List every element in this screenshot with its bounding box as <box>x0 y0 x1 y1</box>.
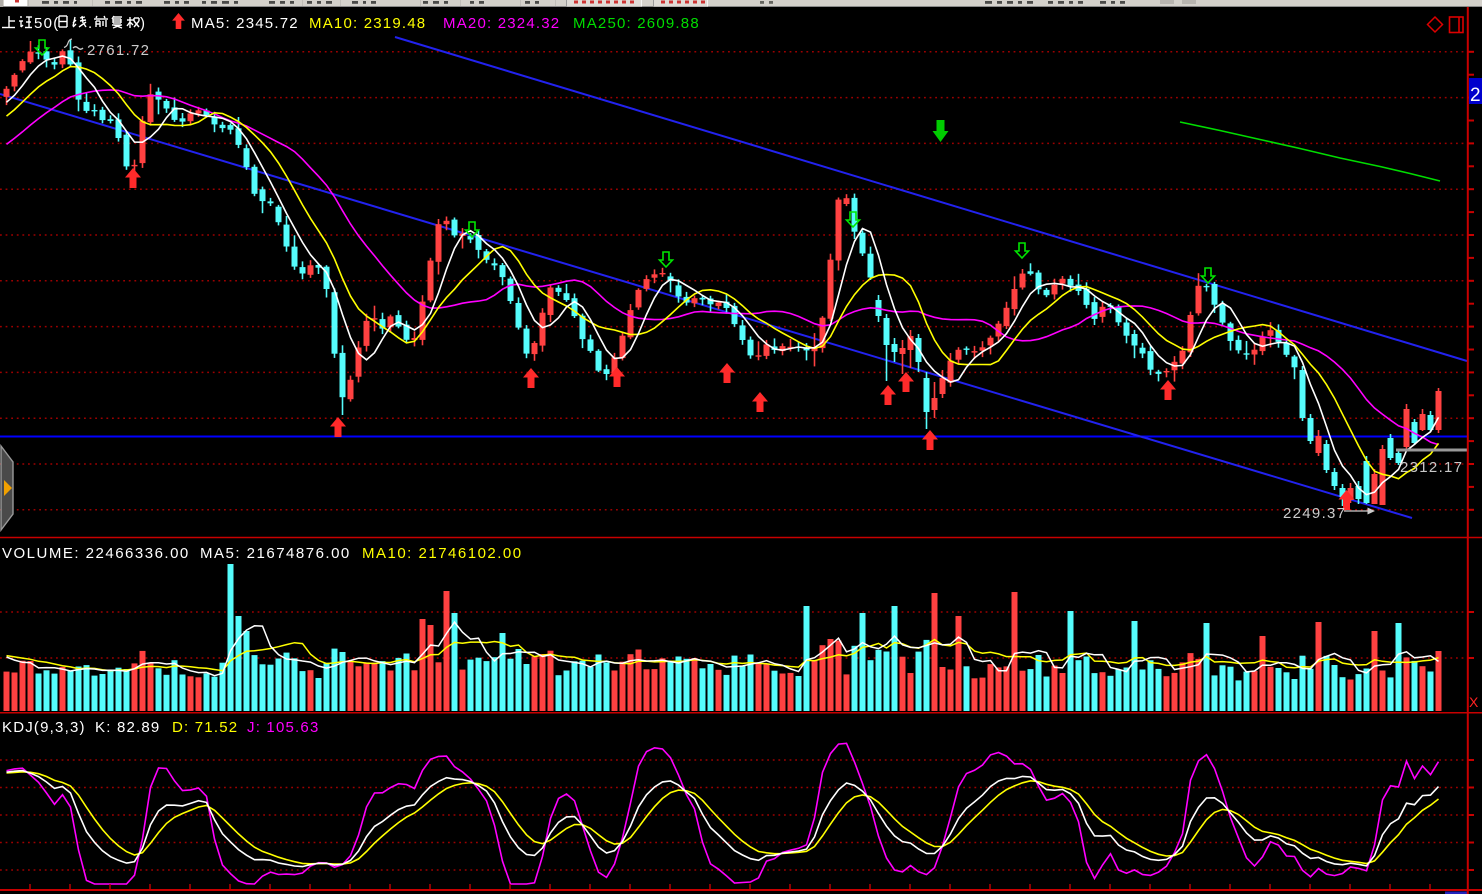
svg-text:MA5: 2345.72: MA5: 2345.72 <box>191 15 299 32</box>
svg-text:2312.17: 2312.17 <box>1400 459 1463 476</box>
svg-text:K: 82.89: K: 82.89 <box>95 719 160 736</box>
svg-text:MA20: 2324.32: MA20: 2324.32 <box>443 15 560 32</box>
svg-text:MA250: 2609.88: MA250: 2609.88 <box>573 15 700 32</box>
svg-text:.: . <box>88 15 93 32</box>
svg-text:MA10: 21746102.00: MA10: 21746102.00 <box>362 545 523 562</box>
svg-text:D: 71.52: D: 71.52 <box>172 719 238 736</box>
svg-text:2: 2 <box>1470 85 1481 106</box>
svg-text:): ) <box>140 15 146 32</box>
svg-text:2761.72: 2761.72 <box>87 42 150 59</box>
svg-text:MA10: 2319.48: MA10: 2319.48 <box>309 15 426 32</box>
svg-text:KDJ(9,3,3): KDJ(9,3,3) <box>2 719 86 736</box>
svg-text:VOLUME: 22466336.00: VOLUME: 22466336.00 <box>2 545 190 562</box>
svg-text:MA5: 21674876.00: MA5: 21674876.00 <box>200 545 351 562</box>
svg-text:2249.37: 2249.37 <box>1283 505 1346 522</box>
svg-text:X: X <box>1469 694 1480 710</box>
svg-text:J: 105.63: J: 105.63 <box>247 719 320 736</box>
svg-text:50(: 50( <box>34 15 60 32</box>
